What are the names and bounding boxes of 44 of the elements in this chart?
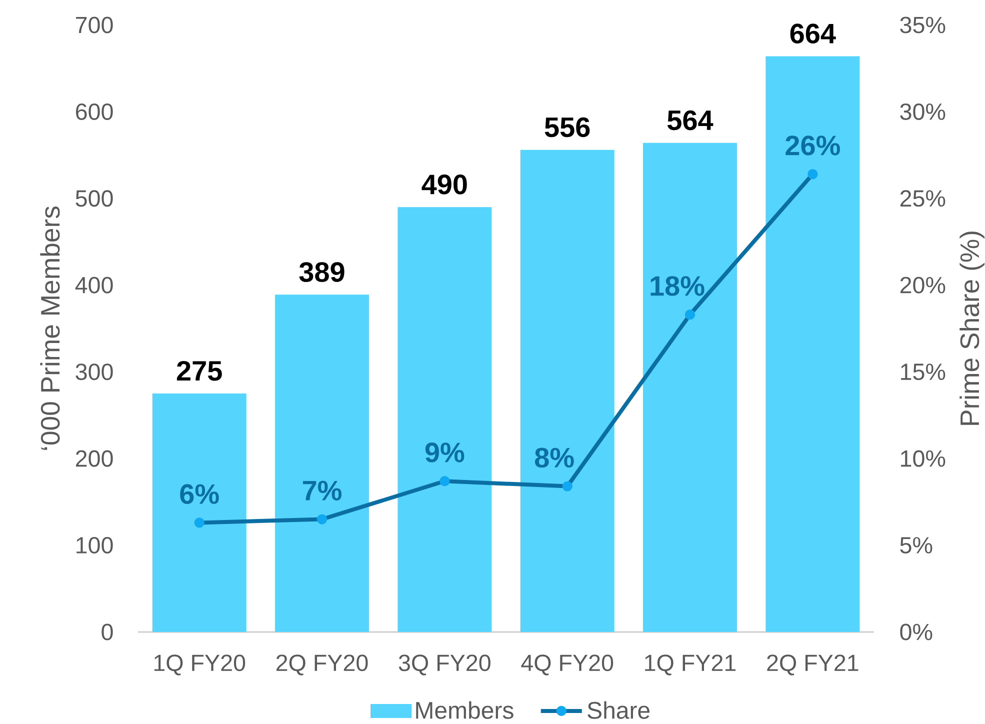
bar	[398, 207, 492, 632]
y2-tick-label: 10%	[901, 450, 946, 467]
bar	[643, 142, 737, 632]
legend-label: Share	[588, 701, 650, 719]
x-tick-label: 2Q FY21	[767, 654, 858, 676]
data-label: 8%	[534, 448, 574, 468]
y2-tick-label: 35%	[900, 16, 946, 34]
y-axis-title: ‘000 Prime Members	[40, 206, 60, 450]
x-tick-label: 1Q FY20	[154, 654, 246, 676]
data-label: 9%	[425, 442, 464, 462]
y2-tick-label: 0%	[900, 624, 932, 640]
bar	[275, 294, 369, 632]
y-tick-label: 0	[102, 624, 113, 640]
y2-tick-label: 30%	[900, 103, 946, 120]
y-tick-label: 600	[76, 103, 113, 120]
y2-tick-label: 25%	[900, 190, 946, 207]
data-label: 564	[668, 110, 714, 130]
data-label: 275	[176, 360, 222, 381]
data-label: 7%	[302, 480, 342, 500]
x-tick-label: 1Q FY21	[645, 654, 736, 676]
bar	[152, 394, 246, 632]
bar	[766, 56, 860, 632]
y2-axis-title: Prime Share (%)	[960, 232, 984, 425]
data-label: 490	[422, 174, 467, 194]
y-tick-label: 500	[76, 190, 113, 207]
data-label: 26%	[786, 136, 840, 156]
data-label: 556	[544, 117, 590, 138]
y-tick-label: 200	[76, 450, 113, 467]
x-tick-label: 4Q FY20	[521, 654, 614, 676]
y2-tick-label: 15%	[901, 364, 946, 380]
y-tick-label: 400	[75, 276, 113, 294]
legend-label: Members	[416, 701, 514, 719]
data-label: 664	[790, 24, 836, 44]
data-label: 389	[299, 262, 344, 282]
y-tick-label: 700	[76, 16, 113, 34]
y2-tick-label: 20%	[900, 276, 946, 294]
bar	[520, 150, 614, 632]
data-label: 6%	[180, 484, 219, 504]
y-tick-label: 300	[76, 364, 113, 380]
data-label: 18%	[650, 276, 704, 296]
x-tick-label: 2Q FY20	[276, 654, 368, 676]
x-tick-label: 3Q FY20	[398, 654, 490, 676]
y2-tick-label: 5%	[900, 537, 932, 554]
y-tick-label: 100	[76, 537, 113, 554]
